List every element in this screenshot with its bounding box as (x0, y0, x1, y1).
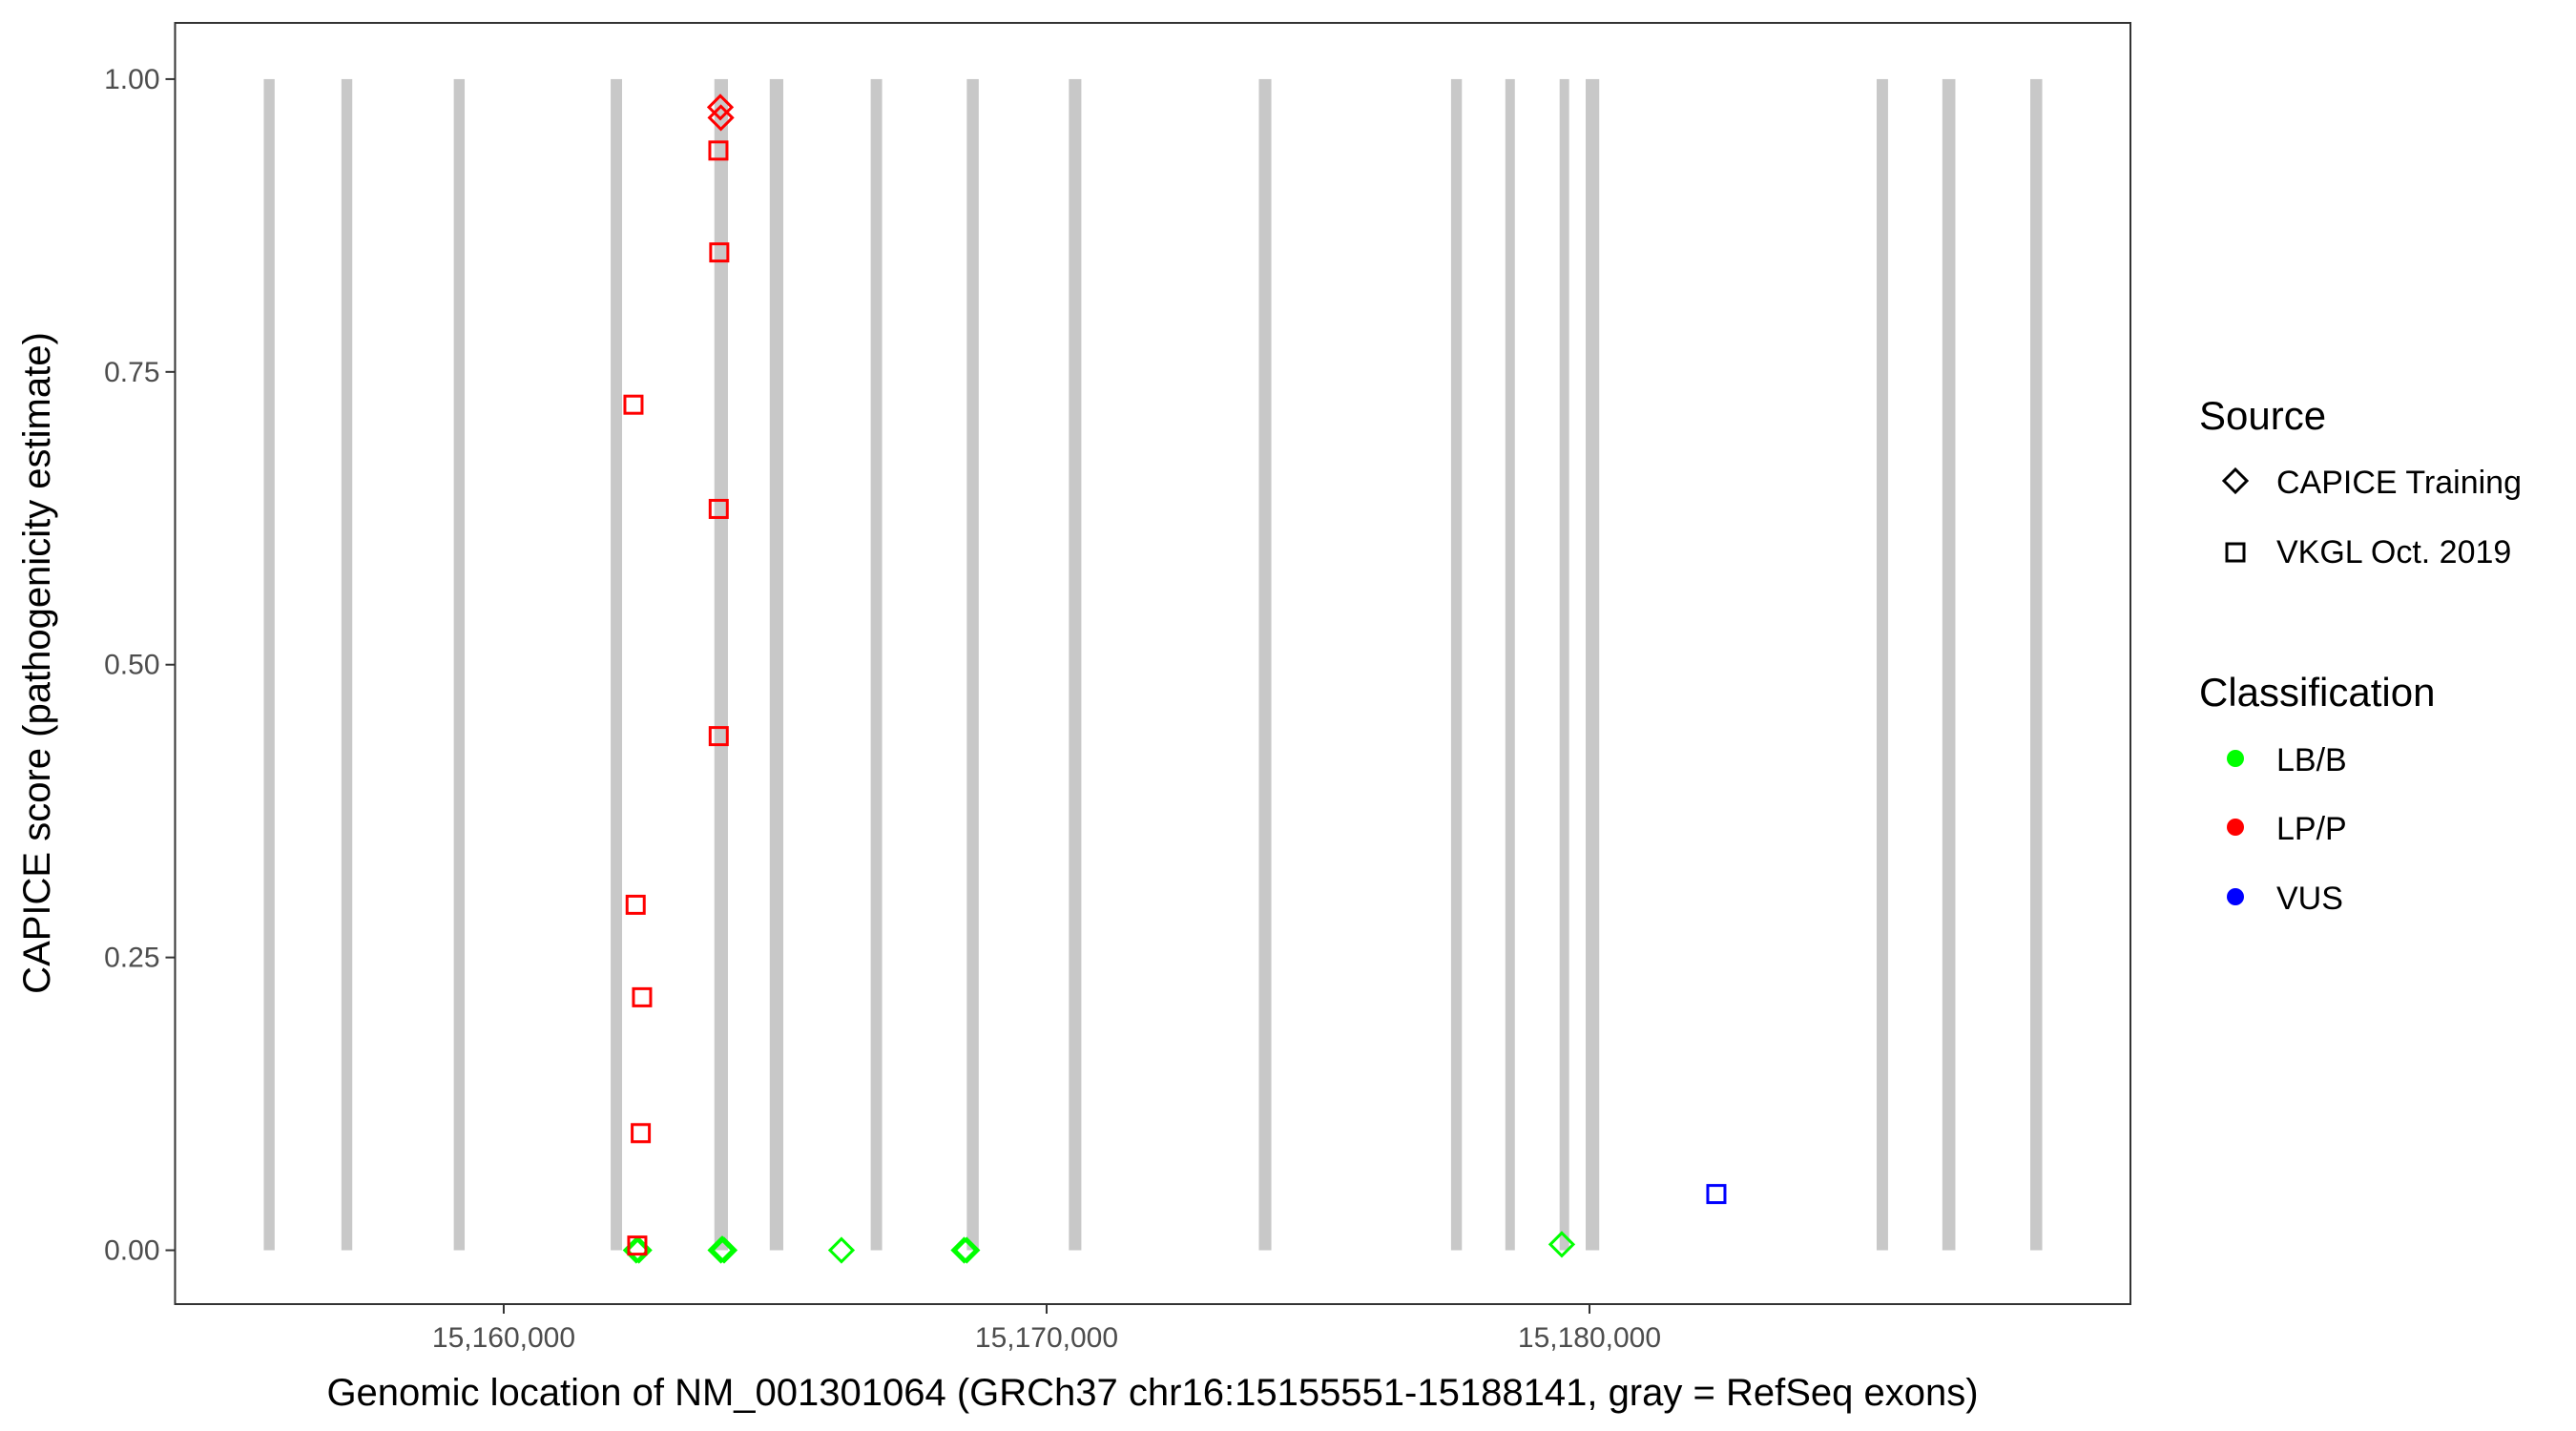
exon-bar (263, 78, 275, 1251)
exon-bar (1586, 78, 1600, 1251)
point-vkgl-square (708, 726, 729, 747)
legend-class-label: VUS (2276, 881, 2343, 917)
exon-bar (1876, 78, 1888, 1251)
point-vkgl-square (623, 394, 644, 415)
legend-dot-lb-b (2227, 750, 2244, 767)
point-vkgl-square (1706, 1184, 1727, 1205)
y-tick-label: 1.00 (104, 64, 159, 95)
exon-bar (453, 78, 466, 1251)
legend-class-label: LP/P (2276, 811, 2347, 847)
y-tick-label: 0.25 (104, 943, 159, 974)
data-points (622, 93, 1727, 1264)
point-capice-diamond (953, 1236, 981, 1264)
x-axis: 15,160,000 15,170,000 15,180,000 (432, 1304, 1661, 1354)
y-axis-title: CAPICE score (pathogenicity estimate) (16, 332, 58, 994)
exon-bar (2030, 78, 2043, 1251)
exon-bar (341, 78, 353, 1251)
legend-dot-lp-p (2227, 819, 2244, 836)
point-capice-diamond (950, 1236, 978, 1264)
y-tick-label: 0.75 (104, 357, 159, 388)
y-tick-label: 0.50 (104, 650, 159, 681)
y-tick-label: 0.00 (104, 1235, 159, 1267)
exon-bar (1505, 78, 1515, 1251)
legend-dot-vus (2227, 888, 2244, 905)
exon-bar (1559, 78, 1569, 1251)
point-vkgl-square (708, 140, 729, 161)
legend-diamond-icon (2221, 467, 2250, 495)
point-capice-diamond (706, 93, 735, 121)
legend-source-label: VKGL Oct. 2019 (2276, 534, 2511, 570)
exon-bar (870, 78, 883, 1251)
point-capice-diamond (710, 1236, 738, 1264)
exon-bar (1069, 78, 1082, 1251)
x-tick-label: 15,160,000 (432, 1322, 575, 1354)
exon-bar (769, 78, 784, 1251)
y-axis: 0.00 0.25 0.50 0.75 1.00 (104, 64, 176, 1267)
plot-panel-border (174, 22, 2131, 1305)
exon-bar (714, 78, 728, 1251)
exon-bar (1450, 78, 1463, 1251)
point-vkgl-square (625, 894, 646, 915)
point-capice-diamond (1548, 1231, 1576, 1258)
exon-bars (263, 78, 2043, 1251)
point-vkgl-square (708, 498, 729, 519)
exon-bar (966, 78, 979, 1251)
exon-bar (1942, 78, 1956, 1251)
point-capice-diamond (707, 104, 735, 132)
legend: Source CAPICE Training VKGL Oct. 2019 Cl… (2199, 393, 2522, 917)
legend-source-label: CAPICE Training (2276, 465, 2522, 501)
legend-class-label: LB/B (2276, 742, 2347, 778)
legend-square-icon (2225, 542, 2246, 563)
point-capice-diamond (827, 1236, 856, 1264)
point-vkgl-square (632, 986, 653, 1007)
exon-bar (611, 78, 623, 1251)
exon-bar (1258, 78, 1272, 1251)
x-tick-label: 15,170,000 (975, 1322, 1118, 1354)
legend-class-title: Classification (2199, 670, 2435, 715)
point-vkgl-square (627, 1235, 648, 1256)
x-axis-title: Genomic location of NM_001301064 (GRCh37… (326, 1372, 1978, 1414)
x-tick-label: 15,180,000 (1518, 1322, 1661, 1354)
point-vkgl-square (631, 1123, 652, 1144)
legend-source-title: Source (2199, 393, 2326, 438)
point-vkgl-square (709, 242, 730, 263)
